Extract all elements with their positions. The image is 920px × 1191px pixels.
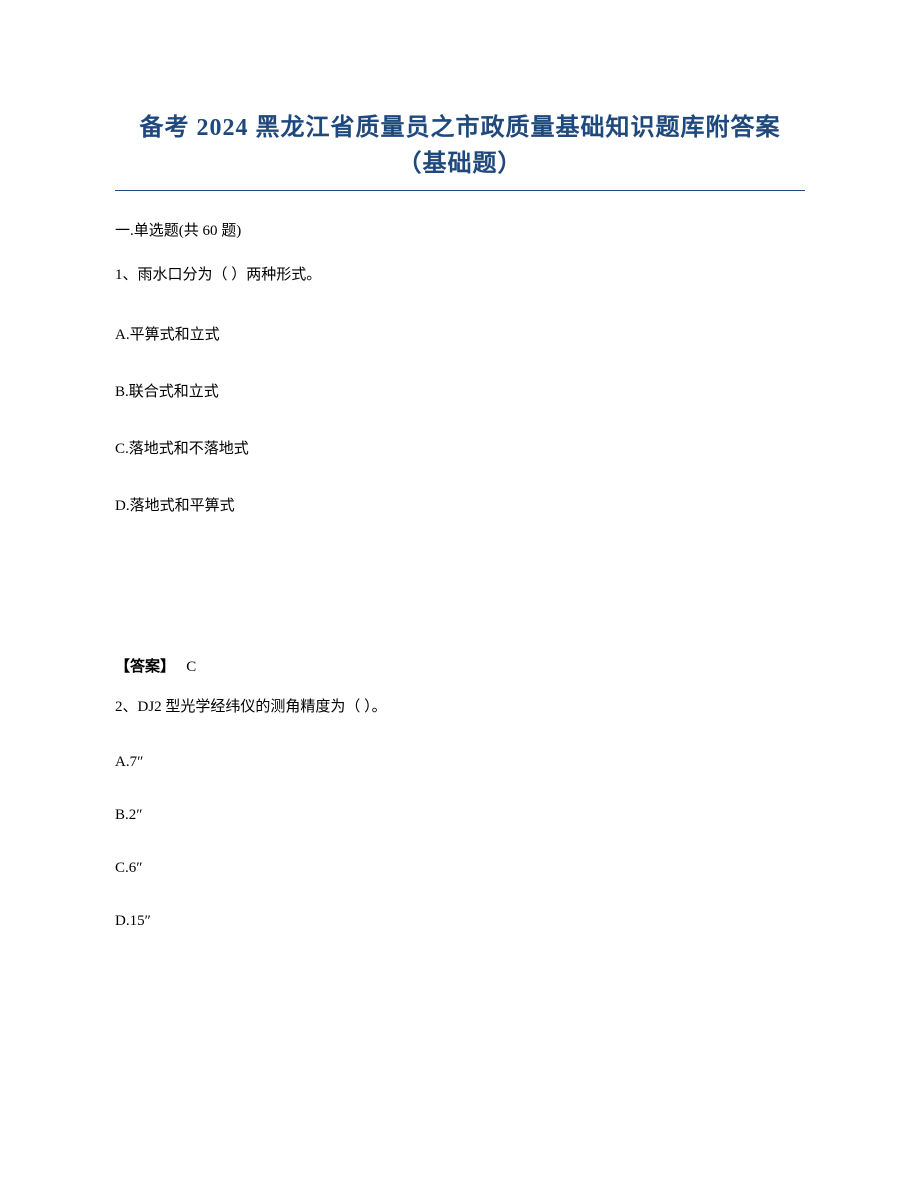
answer-value: C xyxy=(186,659,196,675)
title-underline xyxy=(115,190,805,191)
title-line-2: （基础题） xyxy=(115,146,805,182)
section-header: 一.单选题(共 60 题) xyxy=(115,219,805,240)
question-2-option-a: A.7″ xyxy=(115,754,805,771)
question-1-text: 1、雨水口分为（ ）两种形式。 xyxy=(115,264,805,287)
question-2-option-b: B.2″ xyxy=(115,807,805,824)
title-line-1: 备考 2024 黑龙江省质量员之市政质量基础知识题库附答案 xyxy=(115,110,805,146)
question-1-option-c: C.落地式和不落地式 xyxy=(115,437,805,458)
question-1-number: 1、 xyxy=(115,267,138,283)
question-1-body: 雨水口分为（ ）两种形式。 xyxy=(138,267,322,283)
question-1-option-b: B.联合式和立式 xyxy=(115,380,805,401)
question-2-option-c: C.6″ xyxy=(115,860,805,877)
question-1-answer: 【答案】 C xyxy=(115,655,805,676)
document-title: 备考 2024 黑龙江省质量员之市政质量基础知识题库附答案 （基础题） xyxy=(115,110,805,182)
question-2-number: 2、 xyxy=(115,699,138,715)
question-1-option-a: A.平箅式和立式 xyxy=(115,323,805,344)
answer-label: 【答案】 xyxy=(115,659,175,675)
question-1-option-d: D.落地式和平箅式 xyxy=(115,494,805,515)
question-2-text: 2、DJ2 型光学经纬仪的测角精度为（ ）。 xyxy=(115,696,805,719)
question-2-option-d: D.15″ xyxy=(115,913,805,930)
question-2-body: DJ2 型光学经纬仪的测角精度为（ ）。 xyxy=(138,699,387,715)
